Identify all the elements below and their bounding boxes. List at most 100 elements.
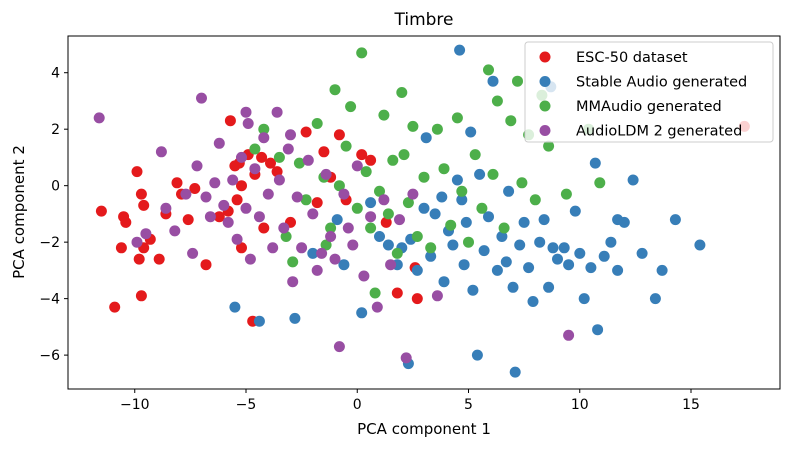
data-point: [552, 253, 563, 265]
data-point: [523, 262, 535, 274]
data-point: [356, 149, 368, 161]
data-point: [333, 341, 345, 353]
data-point: [231, 194, 243, 206]
data-point: [498, 222, 510, 234]
data-point: [358, 270, 370, 282]
data-point: [280, 231, 292, 242]
data-point: [518, 216, 530, 228]
x-tick-label: 15: [682, 397, 700, 413]
data-point: [391, 247, 403, 259]
data-point: [527, 296, 539, 307]
legend-marker: [539, 100, 551, 112]
data-point: [500, 256, 512, 268]
data-point: [135, 188, 147, 200]
data-point: [347, 239, 359, 251]
data-point: [605, 236, 617, 248]
data-point: [425, 250, 437, 262]
data-point: [456, 194, 468, 206]
data-point: [191, 160, 203, 172]
data-point: [351, 202, 363, 214]
data-point: [345, 101, 357, 113]
data-point: [95, 205, 107, 217]
data-point: [311, 264, 323, 276]
data-point: [316, 247, 328, 259]
data-point: [547, 242, 559, 254]
data-point: [478, 245, 490, 257]
data-point: [307, 208, 319, 220]
data-point: [374, 185, 385, 197]
legend: ESC-50 dataset Stable Audio generated MMAu…: [524, 41, 774, 143]
data-point: [282, 143, 294, 155]
y-axis: −6 −4 −2 0 2 4: [39, 66, 68, 364]
data-point: [491, 95, 503, 107]
x-tick-label: 10: [571, 397, 589, 413]
data-point: [267, 242, 279, 254]
data-point: [115, 242, 127, 254]
data-point: [253, 211, 265, 223]
data-point: [507, 281, 519, 293]
x-tick-label: −10: [120, 397, 150, 413]
data-point: [694, 239, 706, 251]
data-point: [402, 197, 414, 209]
data-point: [594, 177, 606, 189]
data-point: [431, 123, 443, 135]
legend-label: Stable Audio generated: [576, 75, 747, 91]
series-1: [95, 115, 750, 327]
data-point: [454, 44, 466, 56]
data-point: [318, 146, 330, 158]
x-tick-label: −5: [236, 397, 257, 413]
data-point: [516, 177, 528, 189]
plot-frame: [67, 35, 781, 390]
data-point: [451, 174, 463, 186]
data-point: [320, 239, 332, 251]
data-point: [563, 259, 575, 271]
legend-marker: [539, 51, 551, 63]
data-point: [300, 194, 312, 206]
data-point: [109, 301, 121, 313]
data-point: [425, 242, 437, 254]
data-point: [456, 185, 468, 197]
data-point: [420, 132, 432, 144]
data-point: [365, 197, 377, 209]
data-point: [387, 154, 399, 166]
data-point: [592, 324, 604, 336]
data-point: [418, 202, 430, 214]
data-point: [365, 222, 377, 234]
data-point: [249, 163, 261, 175]
data-point: [538, 214, 550, 226]
series-2: [229, 44, 706, 378]
data-point: [244, 253, 256, 265]
data-point: [463, 236, 474, 248]
data-point: [311, 118, 323, 129]
data-point: [487, 168, 499, 180]
data-point: [338, 188, 350, 200]
data-point: [371, 301, 383, 313]
data-point: [140, 228, 152, 240]
data-point: [543, 140, 555, 152]
data-point: [287, 256, 299, 268]
data-point: [296, 242, 308, 254]
data-point: [398, 149, 410, 161]
series-4: [93, 92, 575, 364]
data-point: [213, 211, 225, 223]
data-point: [563, 329, 575, 341]
data-point: [512, 75, 523, 87]
data-point: [153, 253, 165, 265]
data-point: [300, 126, 312, 138]
data-point: [612, 214, 624, 226]
data-point: [483, 64, 494, 76]
data-point: [460, 216, 472, 228]
data-point: [407, 188, 419, 200]
data-point: [329, 84, 341, 96]
data-point: [329, 253, 341, 265]
data-point: [342, 222, 354, 234]
data-point: [656, 264, 668, 276]
data-point: [240, 202, 252, 214]
data-point: [503, 185, 515, 197]
data-point: [578, 293, 590, 305]
data-point: [385, 259, 397, 271]
data-point: [382, 239, 394, 251]
data-point: [447, 239, 459, 251]
data-point: [273, 174, 285, 186]
data-point: [258, 123, 270, 135]
